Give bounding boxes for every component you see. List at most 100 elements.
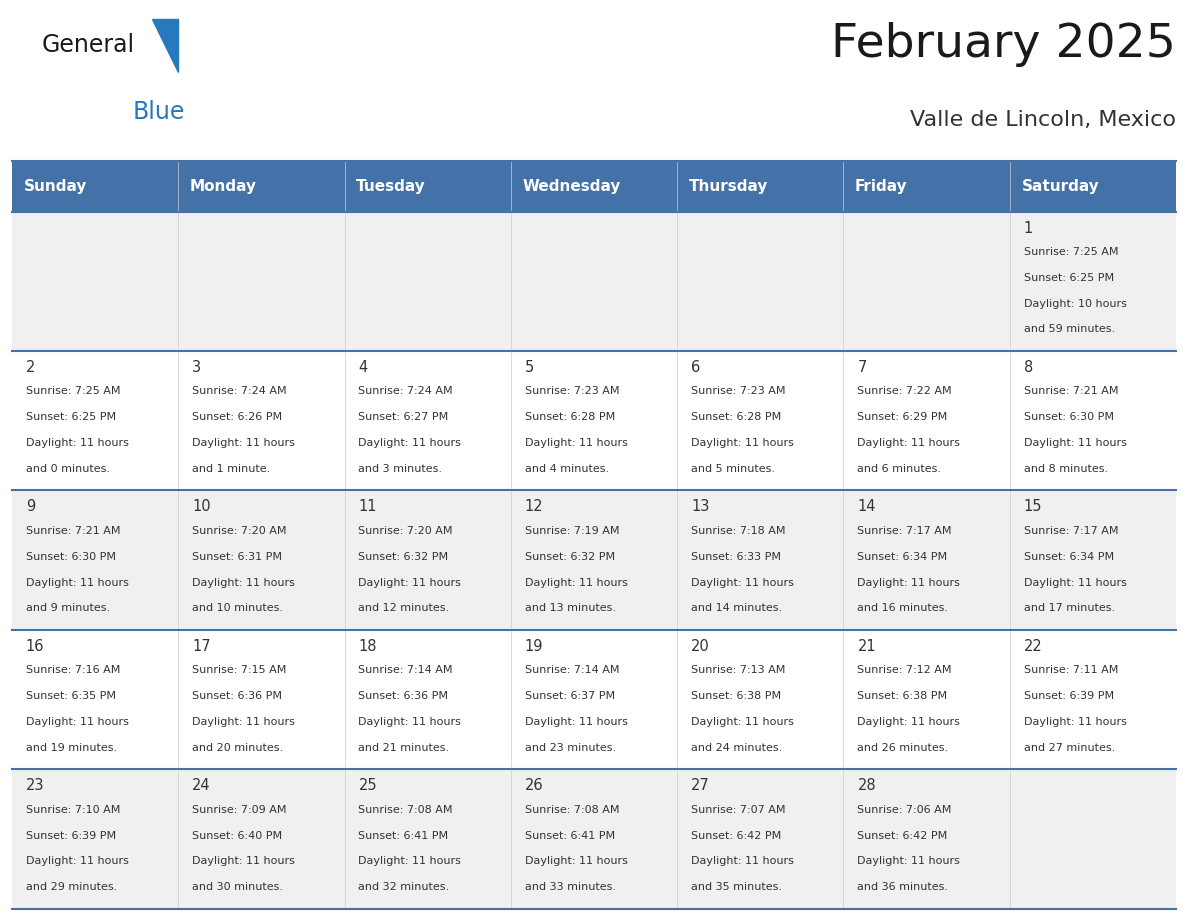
Text: 5: 5	[525, 360, 535, 375]
Text: Sunrise: 7:24 AM: Sunrise: 7:24 AM	[192, 386, 286, 397]
Text: and 17 minutes.: and 17 minutes.	[1024, 603, 1114, 613]
Text: 1: 1	[1024, 220, 1034, 236]
Text: Sunset: 6:33 PM: Sunset: 6:33 PM	[691, 552, 782, 562]
Text: 16: 16	[26, 639, 44, 654]
Text: Sunrise: 7:13 AM: Sunrise: 7:13 AM	[691, 666, 785, 676]
Text: and 14 minutes.: and 14 minutes.	[691, 603, 782, 613]
Text: 17: 17	[192, 639, 210, 654]
Text: Daylight: 11 hours: Daylight: 11 hours	[359, 717, 461, 727]
Text: General: General	[42, 33, 134, 57]
Text: Saturday: Saturday	[1022, 179, 1099, 194]
Text: Daylight: 11 hours: Daylight: 11 hours	[26, 438, 128, 448]
Text: Sunrise: 7:24 AM: Sunrise: 7:24 AM	[359, 386, 453, 397]
Text: Sunset: 6:30 PM: Sunset: 6:30 PM	[1024, 412, 1114, 422]
Text: and 5 minutes.: and 5 minutes.	[691, 464, 775, 474]
Text: and 6 minutes.: and 6 minutes.	[858, 464, 941, 474]
Text: and 33 minutes.: and 33 minutes.	[525, 882, 615, 892]
Text: Daylight: 11 hours: Daylight: 11 hours	[359, 856, 461, 867]
Text: 24: 24	[192, 778, 210, 793]
Text: Daylight: 11 hours: Daylight: 11 hours	[691, 438, 794, 448]
Text: Sunset: 6:41 PM: Sunset: 6:41 PM	[359, 831, 449, 841]
Text: 12: 12	[525, 499, 543, 514]
Text: Daylight: 11 hours: Daylight: 11 hours	[26, 717, 128, 727]
Text: Daylight: 11 hours: Daylight: 11 hours	[858, 438, 960, 448]
Text: Sunrise: 7:12 AM: Sunrise: 7:12 AM	[858, 666, 952, 676]
Text: and 9 minutes.: and 9 minutes.	[26, 603, 110, 613]
Text: Sunrise: 7:15 AM: Sunrise: 7:15 AM	[192, 666, 286, 676]
Text: Daylight: 11 hours: Daylight: 11 hours	[1024, 438, 1126, 448]
Text: Sunset: 6:38 PM: Sunset: 6:38 PM	[691, 691, 782, 701]
Text: Sunrise: 7:06 AM: Sunrise: 7:06 AM	[858, 805, 952, 815]
Text: Sunrise: 7:25 AM: Sunrise: 7:25 AM	[1024, 247, 1118, 257]
Text: Sunset: 6:36 PM: Sunset: 6:36 PM	[192, 691, 283, 701]
Text: Sunrise: 7:09 AM: Sunrise: 7:09 AM	[192, 805, 286, 815]
Text: Sunrise: 7:07 AM: Sunrise: 7:07 AM	[691, 805, 785, 815]
Text: and 30 minutes.: and 30 minutes.	[192, 882, 283, 892]
Text: and 3 minutes.: and 3 minutes.	[359, 464, 442, 474]
Text: Sunset: 6:30 PM: Sunset: 6:30 PM	[26, 552, 116, 562]
Text: Daylight: 11 hours: Daylight: 11 hours	[525, 577, 627, 588]
Text: Sunrise: 7:20 AM: Sunrise: 7:20 AM	[359, 526, 453, 536]
Text: Sunrise: 7:19 AM: Sunrise: 7:19 AM	[525, 526, 619, 536]
Text: and 59 minutes.: and 59 minutes.	[1024, 324, 1114, 334]
Text: Daylight: 11 hours: Daylight: 11 hours	[691, 856, 794, 867]
Text: Sunset: 6:26 PM: Sunset: 6:26 PM	[192, 412, 283, 422]
Text: Blue: Blue	[133, 100, 185, 125]
Text: Sunset: 6:39 PM: Sunset: 6:39 PM	[1024, 691, 1114, 701]
Text: Daylight: 11 hours: Daylight: 11 hours	[525, 856, 627, 867]
Text: Wednesday: Wednesday	[523, 179, 621, 194]
Text: Sunrise: 7:17 AM: Sunrise: 7:17 AM	[858, 526, 952, 536]
Text: Sunrise: 7:17 AM: Sunrise: 7:17 AM	[1024, 526, 1118, 536]
Text: Daylight: 11 hours: Daylight: 11 hours	[691, 717, 794, 727]
Text: 7: 7	[858, 360, 867, 375]
Text: Sunrise: 7:08 AM: Sunrise: 7:08 AM	[525, 805, 619, 815]
Text: Sunday: Sunday	[24, 179, 87, 194]
Text: Daylight: 11 hours: Daylight: 11 hours	[192, 577, 295, 588]
Text: Sunset: 6:25 PM: Sunset: 6:25 PM	[1024, 273, 1114, 283]
Text: Daylight: 11 hours: Daylight: 11 hours	[691, 577, 794, 588]
Bar	[12, 161, 1176, 211]
Text: Sunset: 6:28 PM: Sunset: 6:28 PM	[691, 412, 782, 422]
Text: 20: 20	[691, 639, 710, 654]
Text: Sunset: 6:28 PM: Sunset: 6:28 PM	[525, 412, 615, 422]
Text: Friday: Friday	[855, 179, 908, 194]
Text: Daylight: 11 hours: Daylight: 11 hours	[1024, 717, 1126, 727]
Text: Sunset: 6:27 PM: Sunset: 6:27 PM	[359, 412, 449, 422]
Text: 10: 10	[192, 499, 210, 514]
Text: Sunrise: 7:25 AM: Sunrise: 7:25 AM	[26, 386, 120, 397]
Text: Thursday: Thursday	[689, 179, 769, 194]
Text: 19: 19	[525, 639, 543, 654]
Text: Daylight: 11 hours: Daylight: 11 hours	[858, 577, 960, 588]
Text: and 26 minutes.: and 26 minutes.	[858, 743, 948, 753]
Text: Sunset: 6:38 PM: Sunset: 6:38 PM	[858, 691, 948, 701]
Text: and 19 minutes.: and 19 minutes.	[26, 743, 116, 753]
Text: and 10 minutes.: and 10 minutes.	[192, 603, 283, 613]
Text: Daylight: 11 hours: Daylight: 11 hours	[192, 438, 295, 448]
Text: and 29 minutes.: and 29 minutes.	[26, 882, 118, 892]
Text: Sunrise: 7:18 AM: Sunrise: 7:18 AM	[691, 526, 785, 536]
Text: Daylight: 11 hours: Daylight: 11 hours	[1024, 577, 1126, 588]
Text: Sunrise: 7:23 AM: Sunrise: 7:23 AM	[525, 386, 619, 397]
Text: and 0 minutes.: and 0 minutes.	[26, 464, 109, 474]
Text: Daylight: 11 hours: Daylight: 11 hours	[26, 577, 128, 588]
Text: Sunrise: 7:14 AM: Sunrise: 7:14 AM	[359, 666, 453, 676]
Text: February 2025: February 2025	[832, 22, 1176, 68]
Text: Sunrise: 7:11 AM: Sunrise: 7:11 AM	[1024, 666, 1118, 676]
Polygon shape	[152, 19, 178, 73]
Text: Daylight: 11 hours: Daylight: 11 hours	[26, 856, 128, 867]
Text: Daylight: 11 hours: Daylight: 11 hours	[359, 577, 461, 588]
Text: Sunset: 6:31 PM: Sunset: 6:31 PM	[192, 552, 283, 562]
Text: 15: 15	[1024, 499, 1042, 514]
Text: Sunset: 6:29 PM: Sunset: 6:29 PM	[858, 412, 948, 422]
Text: Sunset: 6:39 PM: Sunset: 6:39 PM	[26, 831, 116, 841]
Text: Sunrise: 7:14 AM: Sunrise: 7:14 AM	[525, 666, 619, 676]
Text: 9: 9	[26, 499, 36, 514]
Text: 11: 11	[359, 499, 377, 514]
Text: Sunset: 6:34 PM: Sunset: 6:34 PM	[858, 552, 948, 562]
Text: Sunrise: 7:23 AM: Sunrise: 7:23 AM	[691, 386, 785, 397]
Text: 27: 27	[691, 778, 710, 793]
Text: 6: 6	[691, 360, 701, 375]
Text: Monday: Monday	[190, 179, 257, 194]
Text: and 21 minutes.: and 21 minutes.	[359, 743, 449, 753]
Text: 22: 22	[1024, 639, 1043, 654]
